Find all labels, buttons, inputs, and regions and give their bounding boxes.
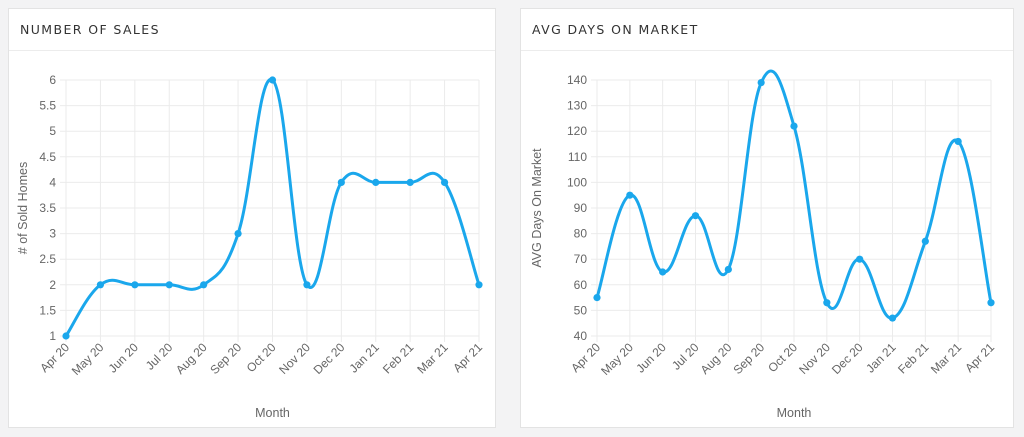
x-tick-label: Apr 21 <box>962 340 997 375</box>
y-tick-label: 100 <box>567 175 587 189</box>
days-on-market-panel: AVG DAYS ON MARKET 40 50 60 70 80 90 100 110 120… <box>520 8 1014 428</box>
y-tick-label: 80 <box>574 227 588 241</box>
y-tick-label: 4 <box>49 175 56 189</box>
data-point <box>372 178 380 186</box>
x-tick-label: Jul 20 <box>669 340 702 373</box>
x-tick-label: Aug 20 <box>173 340 210 377</box>
x-tick-label: Feb 21 <box>380 340 417 377</box>
x-tick-label: May 20 <box>598 340 636 378</box>
data-point <box>165 281 173 289</box>
grid <box>60 79 480 342</box>
y-axis-title: # of Sold Homes <box>16 162 30 254</box>
days-on-market-header: AVG DAYS ON MARKET <box>521 9 1013 51</box>
y-tick-label: 70 <box>574 252 588 266</box>
y-tick-label: 1.5 <box>39 303 56 317</box>
y-tick-label: 140 <box>567 73 587 87</box>
data-point <box>659 268 667 276</box>
x-tick-label: Mar 21 <box>928 340 965 377</box>
data-point <box>303 281 311 289</box>
y-tick-label: 90 <box>574 201 588 215</box>
data-point <box>200 281 208 289</box>
y-tick-label: 6 <box>49 73 56 87</box>
data-point <box>62 332 70 340</box>
x-axis-title: Month <box>255 406 290 420</box>
x-axis-title: Month <box>777 406 812 420</box>
data-point <box>757 78 765 87</box>
sales-chart-title: NUMBER OF SALES <box>20 22 160 37</box>
y-tick-label: 1 <box>49 329 56 343</box>
data-point <box>593 294 601 302</box>
y-tick-label: 60 <box>574 278 588 292</box>
y-tick-label: 3 <box>49 227 56 241</box>
y-tick-label: 120 <box>567 124 587 138</box>
data-point <box>234 230 242 238</box>
x-tick-label: Oct 20 <box>244 340 279 375</box>
data-point <box>440 178 449 186</box>
y-tick-label: 130 <box>567 99 587 113</box>
x-tick-label: Nov 20 <box>276 340 313 377</box>
data-point <box>888 314 897 322</box>
data-point <box>131 281 139 289</box>
y-tick-label: 5.5 <box>39 99 56 113</box>
x-tick-label: Sep 20 <box>730 340 767 377</box>
y-tick-label: 5 <box>49 124 56 138</box>
x-tick-label: Aug 20 <box>698 340 735 377</box>
y-tick-label: 2.5 <box>39 252 56 266</box>
data-point <box>987 299 995 307</box>
data-point <box>268 76 277 84</box>
x-tick-label: Oct 20 <box>765 340 800 375</box>
data-point <box>96 281 105 289</box>
x-tick-label: Apr 20 <box>37 340 72 375</box>
x-tick-label: May 20 <box>69 340 107 378</box>
y-tick-label: 110 <box>568 150 587 164</box>
x-tick-label: Nov 20 <box>796 340 833 377</box>
x-tick-label: Apr 20 <box>568 340 603 375</box>
x-tick-label: Dec 20 <box>829 340 866 377</box>
x-tick-label: Apr 21 <box>450 340 485 375</box>
data-point <box>823 299 831 307</box>
x-tick-label: Sep 20 <box>207 340 244 377</box>
x-tick-label: Dec 20 <box>311 340 348 377</box>
y-axis-ticks: 1 1.5 2 2.5 3 3.5 4 4.5 5 5.5 6 <box>39 73 56 343</box>
x-tick-label: Jun 20 <box>106 340 142 376</box>
y-tick-label: 40 <box>574 329 588 343</box>
y-tick-label: 4.5 <box>39 150 56 164</box>
sales-chart-panel: NUMBER OF SALES 1 1.5 2 2.5 3 3.5 4 4.5 5 5.5 6 Apr… <box>8 8 496 428</box>
data-point <box>790 122 798 130</box>
x-tick-label: Jan 21 <box>863 340 899 376</box>
x-tick-label: Mar 21 <box>414 340 451 377</box>
data-point <box>724 265 732 274</box>
sales-chart-header: NUMBER OF SALES <box>9 9 495 51</box>
y-tick-label: 50 <box>574 303 588 317</box>
data-point <box>691 212 700 220</box>
x-tick-label: Jun 20 <box>633 340 669 376</box>
y-axis-title: AVG Days On Market <box>530 148 544 268</box>
x-tick-label: Jul 20 <box>143 340 176 373</box>
x-tick-label: Feb 21 <box>895 340 932 377</box>
data-point <box>954 137 962 146</box>
days-on-market-title: AVG DAYS ON MARKET <box>532 22 699 37</box>
y-tick-label: 3.5 <box>39 201 56 215</box>
data-point <box>406 178 414 186</box>
data-point <box>856 255 864 263</box>
y-axis-ticks: 40 50 60 70 80 90 100 110 120 130 140 <box>567 73 587 343</box>
data-point <box>626 191 634 199</box>
y-tick-label: 2 <box>49 278 56 292</box>
x-tick-label: Jan 21 <box>346 340 382 376</box>
data-point <box>337 178 345 186</box>
data-point <box>921 237 929 245</box>
data-point <box>475 281 483 289</box>
